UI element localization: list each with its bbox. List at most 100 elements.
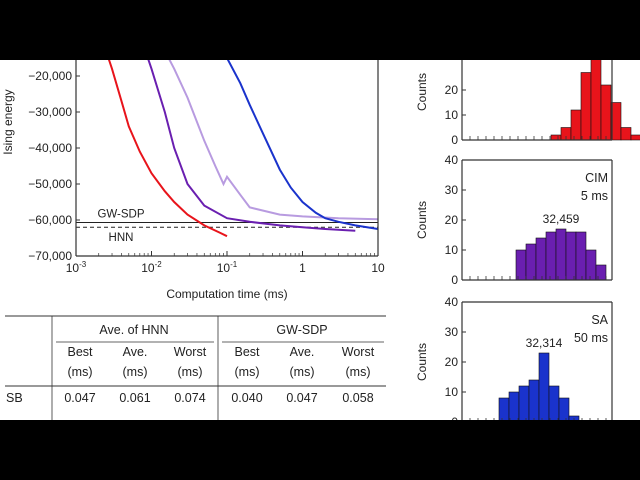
histogram-bar	[630, 134, 640, 141]
histogram-sa: 40 30 20 10 0 Counts SA 50 ms 32,314	[415, 295, 613, 420]
line-chart: Ising energy −20,000 −30,000 −40,000 −50,00…	[1, 60, 385, 301]
histogram-bar	[600, 84, 612, 141]
results-table: Ave. of HNN GW-SDP Best (ms) Ave. (ms) Worst…	[5, 315, 386, 420]
histogram-y-tick-label: 0	[451, 133, 458, 147]
column-header-unit: (ms)	[123, 365, 148, 379]
histogram-y-tick-label: 10	[445, 243, 459, 257]
histogram-bar	[508, 391, 520, 420]
y-tick-label: −20,000	[28, 69, 72, 83]
column-header-unit: (ms)	[346, 365, 371, 379]
y-tick-label: −40,000	[28, 141, 72, 155]
x-tick-label: 10-1	[217, 260, 238, 275]
column-header-unit: (ms)	[178, 365, 203, 379]
histogram-bar	[528, 379, 540, 420]
group-header-gwsdp: GW-SDP	[276, 323, 327, 337]
x-tick-label: 10	[371, 261, 385, 275]
y-tick-label: −30,000	[28, 105, 72, 119]
reference-label: HNN	[109, 232, 134, 244]
histogram-y-tick-label: 10	[445, 385, 459, 399]
histogram-y-tick-label: 20	[445, 355, 459, 369]
figure-svg: Ising energy −20,000 −30,000 −40,000 −50,00…	[1, 60, 640, 420]
histogram-bar	[518, 385, 530, 420]
histogram-y-tick-label: 10	[445, 108, 459, 122]
table-cell: 0.047	[64, 391, 95, 405]
histogram-bar	[558, 397, 570, 420]
histogram-peak-label: 32,459	[543, 212, 580, 226]
x-tick-labels: 10-3 10-2 10-1 1 10	[66, 251, 385, 275]
x-axis-label: Computation time (ms)	[166, 287, 287, 301]
histogram-bar	[580, 72, 592, 141]
y-axis-label: Ising energy	[1, 89, 15, 154]
histogram-y-tick-label: 20	[445, 213, 459, 227]
histogram-bar	[498, 397, 510, 420]
histogram-bar	[548, 385, 560, 420]
histogram-y-tick-label: 40	[445, 295, 459, 309]
histogram-bar	[545, 231, 557, 281]
table-rows: SB 0.047 0.061 0.074 0.040 0.047 0.058	[6, 391, 374, 405]
histogram-subtitle: 5 ms	[581, 189, 608, 203]
column-header-unit: (ms)	[68, 365, 93, 379]
series-lines	[108, 60, 378, 238]
histogram-bar	[590, 60, 602, 141]
histogram-bar	[550, 134, 562, 141]
histogram-y-axis-label: Counts	[415, 73, 429, 111]
histogram-bar	[620, 127, 632, 141]
histogram-bar	[538, 352, 550, 420]
series-line	[147, 60, 356, 232]
column-header-top: Ave.	[290, 345, 315, 359]
histogram-y-tick-label: 40	[445, 153, 459, 167]
table-cell: 0.074	[174, 391, 205, 405]
histogram-bar	[575, 231, 587, 281]
histogram-y-tick-label: 30	[445, 325, 459, 339]
histogram-y-axis-label: Counts	[415, 343, 429, 381]
series-line	[226, 60, 378, 230]
histogram-bar	[585, 249, 597, 281]
column-header-unit: (ms)	[290, 365, 315, 379]
plot-axes	[75, 60, 379, 257]
histogram-bar	[535, 237, 547, 281]
x-tick-label: 1	[299, 261, 306, 275]
histogram-bar	[525, 243, 537, 281]
column-header-top: Best	[67, 345, 93, 359]
histogram-subtitle: 50 ms	[574, 331, 608, 345]
x-tick-label: 10-2	[141, 260, 162, 275]
reference-lines: GW-SDP HNN	[76, 209, 378, 244]
table-cell: 0.058	[342, 391, 373, 405]
histogram-bar	[555, 228, 567, 281]
histogram-y-tick-label: 0	[451, 273, 458, 287]
figure-frame: Ising energy −20,000 −30,000 −40,000 −50,00…	[0, 60, 640, 420]
column-headers: Best (ms) Ave. (ms) Worst (ms) Best (ms) Ave. (ms…	[67, 345, 374, 379]
histogram-bar	[565, 231, 577, 281]
row-label: SB	[6, 391, 23, 405]
histogram-bar	[515, 249, 527, 281]
y-tick-label: −60,000	[28, 213, 72, 227]
series-line	[168, 60, 378, 221]
histogram-bar	[610, 102, 622, 141]
x-tick-label: 10-3	[66, 260, 87, 275]
table-cell: 0.061	[119, 391, 150, 405]
y-tick-labels: −20,000 −30,000 −40,000 −50,000 −60,000 −70,0…	[28, 69, 80, 263]
group-header-hnn: Ave. of HNN	[99, 323, 168, 337]
column-header-top: Worst	[174, 345, 207, 359]
reference-label: GW-SDP	[97, 209, 144, 221]
histogram-y-axis-label: Counts	[415, 201, 429, 239]
column-header-top: Worst	[342, 345, 375, 359]
table-cell: 0.040	[231, 391, 262, 405]
histogram-y-tick-label: 30	[445, 183, 459, 197]
histogram-y-tick-label: 20	[445, 83, 459, 97]
table-cell: 0.047	[286, 391, 317, 405]
column-header-top: Best	[234, 345, 260, 359]
histogram-sb: 20 10 0 Counts	[415, 60, 640, 147]
histogram-bar	[595, 264, 607, 281]
column-header-top: Ave.	[123, 345, 148, 359]
y-tick-label: −50,000	[28, 177, 72, 191]
histogram-title: CIM	[585, 171, 608, 185]
histogram-title: SA	[591, 313, 608, 327]
histogram-y-tick-label: 0	[451, 415, 458, 420]
series-line	[108, 60, 228, 238]
y-tick-label: −70,000	[28, 249, 72, 263]
histogram-bar	[570, 109, 582, 141]
histogram-peak-label: 32,314	[526, 336, 563, 350]
